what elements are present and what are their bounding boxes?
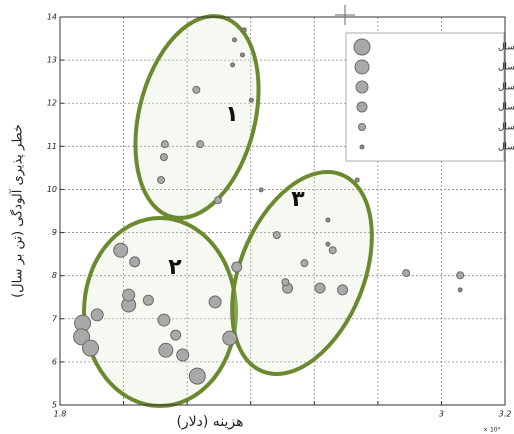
- legend-marker: [358, 123, 366, 131]
- legend-marker: [353, 38, 371, 56]
- point: [82, 339, 100, 357]
- legend-box: [345, 32, 505, 162]
- legend-label: ۲۰۰ مترمکعب بر سال: [498, 143, 514, 153]
- x-tick-label: 3: [439, 410, 444, 419]
- point: [157, 175, 166, 184]
- point: [457, 287, 463, 293]
- point: [160, 140, 169, 149]
- x-multiplier: × 10⁴: [483, 427, 501, 434]
- legend-label: ۷۰۰۰ مترمکعب بر سال: [498, 63, 514, 73]
- legend-marker: [359, 144, 365, 150]
- cluster-ellipse: [230, 170, 374, 376]
- y-tick-label: 12: [47, 99, 57, 108]
- point: [230, 62, 236, 68]
- legend-label: ۵۰۰۰ مترمکعب بر سال: [498, 83, 514, 93]
- point: [300, 259, 309, 268]
- point: [158, 342, 174, 358]
- point: [241, 27, 247, 33]
- point: [281, 278, 290, 287]
- y-tick-label: 13: [47, 56, 57, 65]
- y-tick-label: 6: [52, 357, 57, 366]
- y-axis-label: خطر پذیری آلودگی (تن بر سال): [9, 124, 26, 298]
- point: [231, 261, 243, 273]
- y-tick-label: 10: [47, 185, 57, 194]
- legend-label: ۹۰۰۰ مترمکعب بر سال: [498, 43, 514, 53]
- point: [196, 140, 205, 149]
- cluster-label: ۳: [291, 187, 305, 212]
- point: [314, 282, 326, 294]
- cluster-label: ۲: [168, 255, 182, 280]
- point: [188, 367, 206, 385]
- point: [90, 308, 104, 322]
- point: [73, 328, 91, 346]
- point: [113, 242, 129, 258]
- point: [192, 85, 201, 94]
- cluster-ellipse: [82, 216, 238, 408]
- y-tick-label: 9: [52, 228, 57, 237]
- x-tick-label: 1.8: [54, 410, 67, 419]
- point: [176, 348, 190, 362]
- cluster-label: ۱: [225, 102, 238, 127]
- point: [354, 177, 360, 183]
- point: [258, 187, 264, 193]
- legend-marker: [355, 80, 369, 94]
- crosshair: [335, 5, 355, 25]
- point: [337, 284, 349, 296]
- point: [142, 294, 154, 306]
- point: [328, 246, 337, 255]
- point: [272, 231, 281, 240]
- point: [122, 288, 136, 302]
- point: [402, 269, 411, 278]
- point: [157, 313, 171, 327]
- y-tick-label: 11: [47, 142, 57, 151]
- legend-marker: [354, 59, 370, 75]
- x-tick-label: 3.2: [499, 410, 512, 419]
- point: [159, 153, 168, 162]
- point: [208, 295, 222, 309]
- legend-marker: [356, 101, 368, 113]
- point: [248, 97, 254, 103]
- point: [129, 256, 141, 268]
- point: [213, 196, 222, 205]
- point: [222, 330, 238, 346]
- point: [325, 241, 331, 247]
- plot-frame: [59, 16, 506, 406]
- legend-label: ۳۰۰۰ مترمکعب بر سال: [498, 103, 514, 113]
- point: [456, 271, 465, 280]
- point: [239, 52, 245, 58]
- y-tick-label: 5: [52, 401, 57, 410]
- legend-label: ۱۰۰۰مترمکعب بر سال: [498, 123, 514, 133]
- y-tick-label: 7: [52, 314, 58, 323]
- point: [325, 217, 331, 223]
- y-tick-label: 8: [52, 271, 57, 280]
- point: [232, 37, 238, 43]
- point: [170, 329, 182, 341]
- y-tick-label: 14: [47, 13, 57, 22]
- x-axis-label: هزینه (دلار): [176, 414, 243, 430]
